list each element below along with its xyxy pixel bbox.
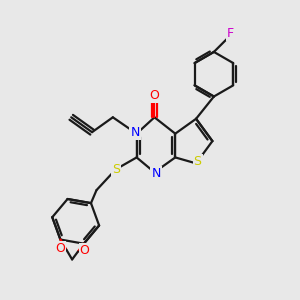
Text: F: F: [227, 27, 234, 40]
Text: O: O: [55, 242, 65, 254]
Text: O: O: [149, 88, 159, 101]
Text: S: S: [112, 163, 120, 176]
Text: N: N: [130, 126, 140, 139]
Text: N: N: [151, 167, 160, 180]
Text: S: S: [194, 155, 202, 168]
Text: O: O: [80, 244, 89, 256]
